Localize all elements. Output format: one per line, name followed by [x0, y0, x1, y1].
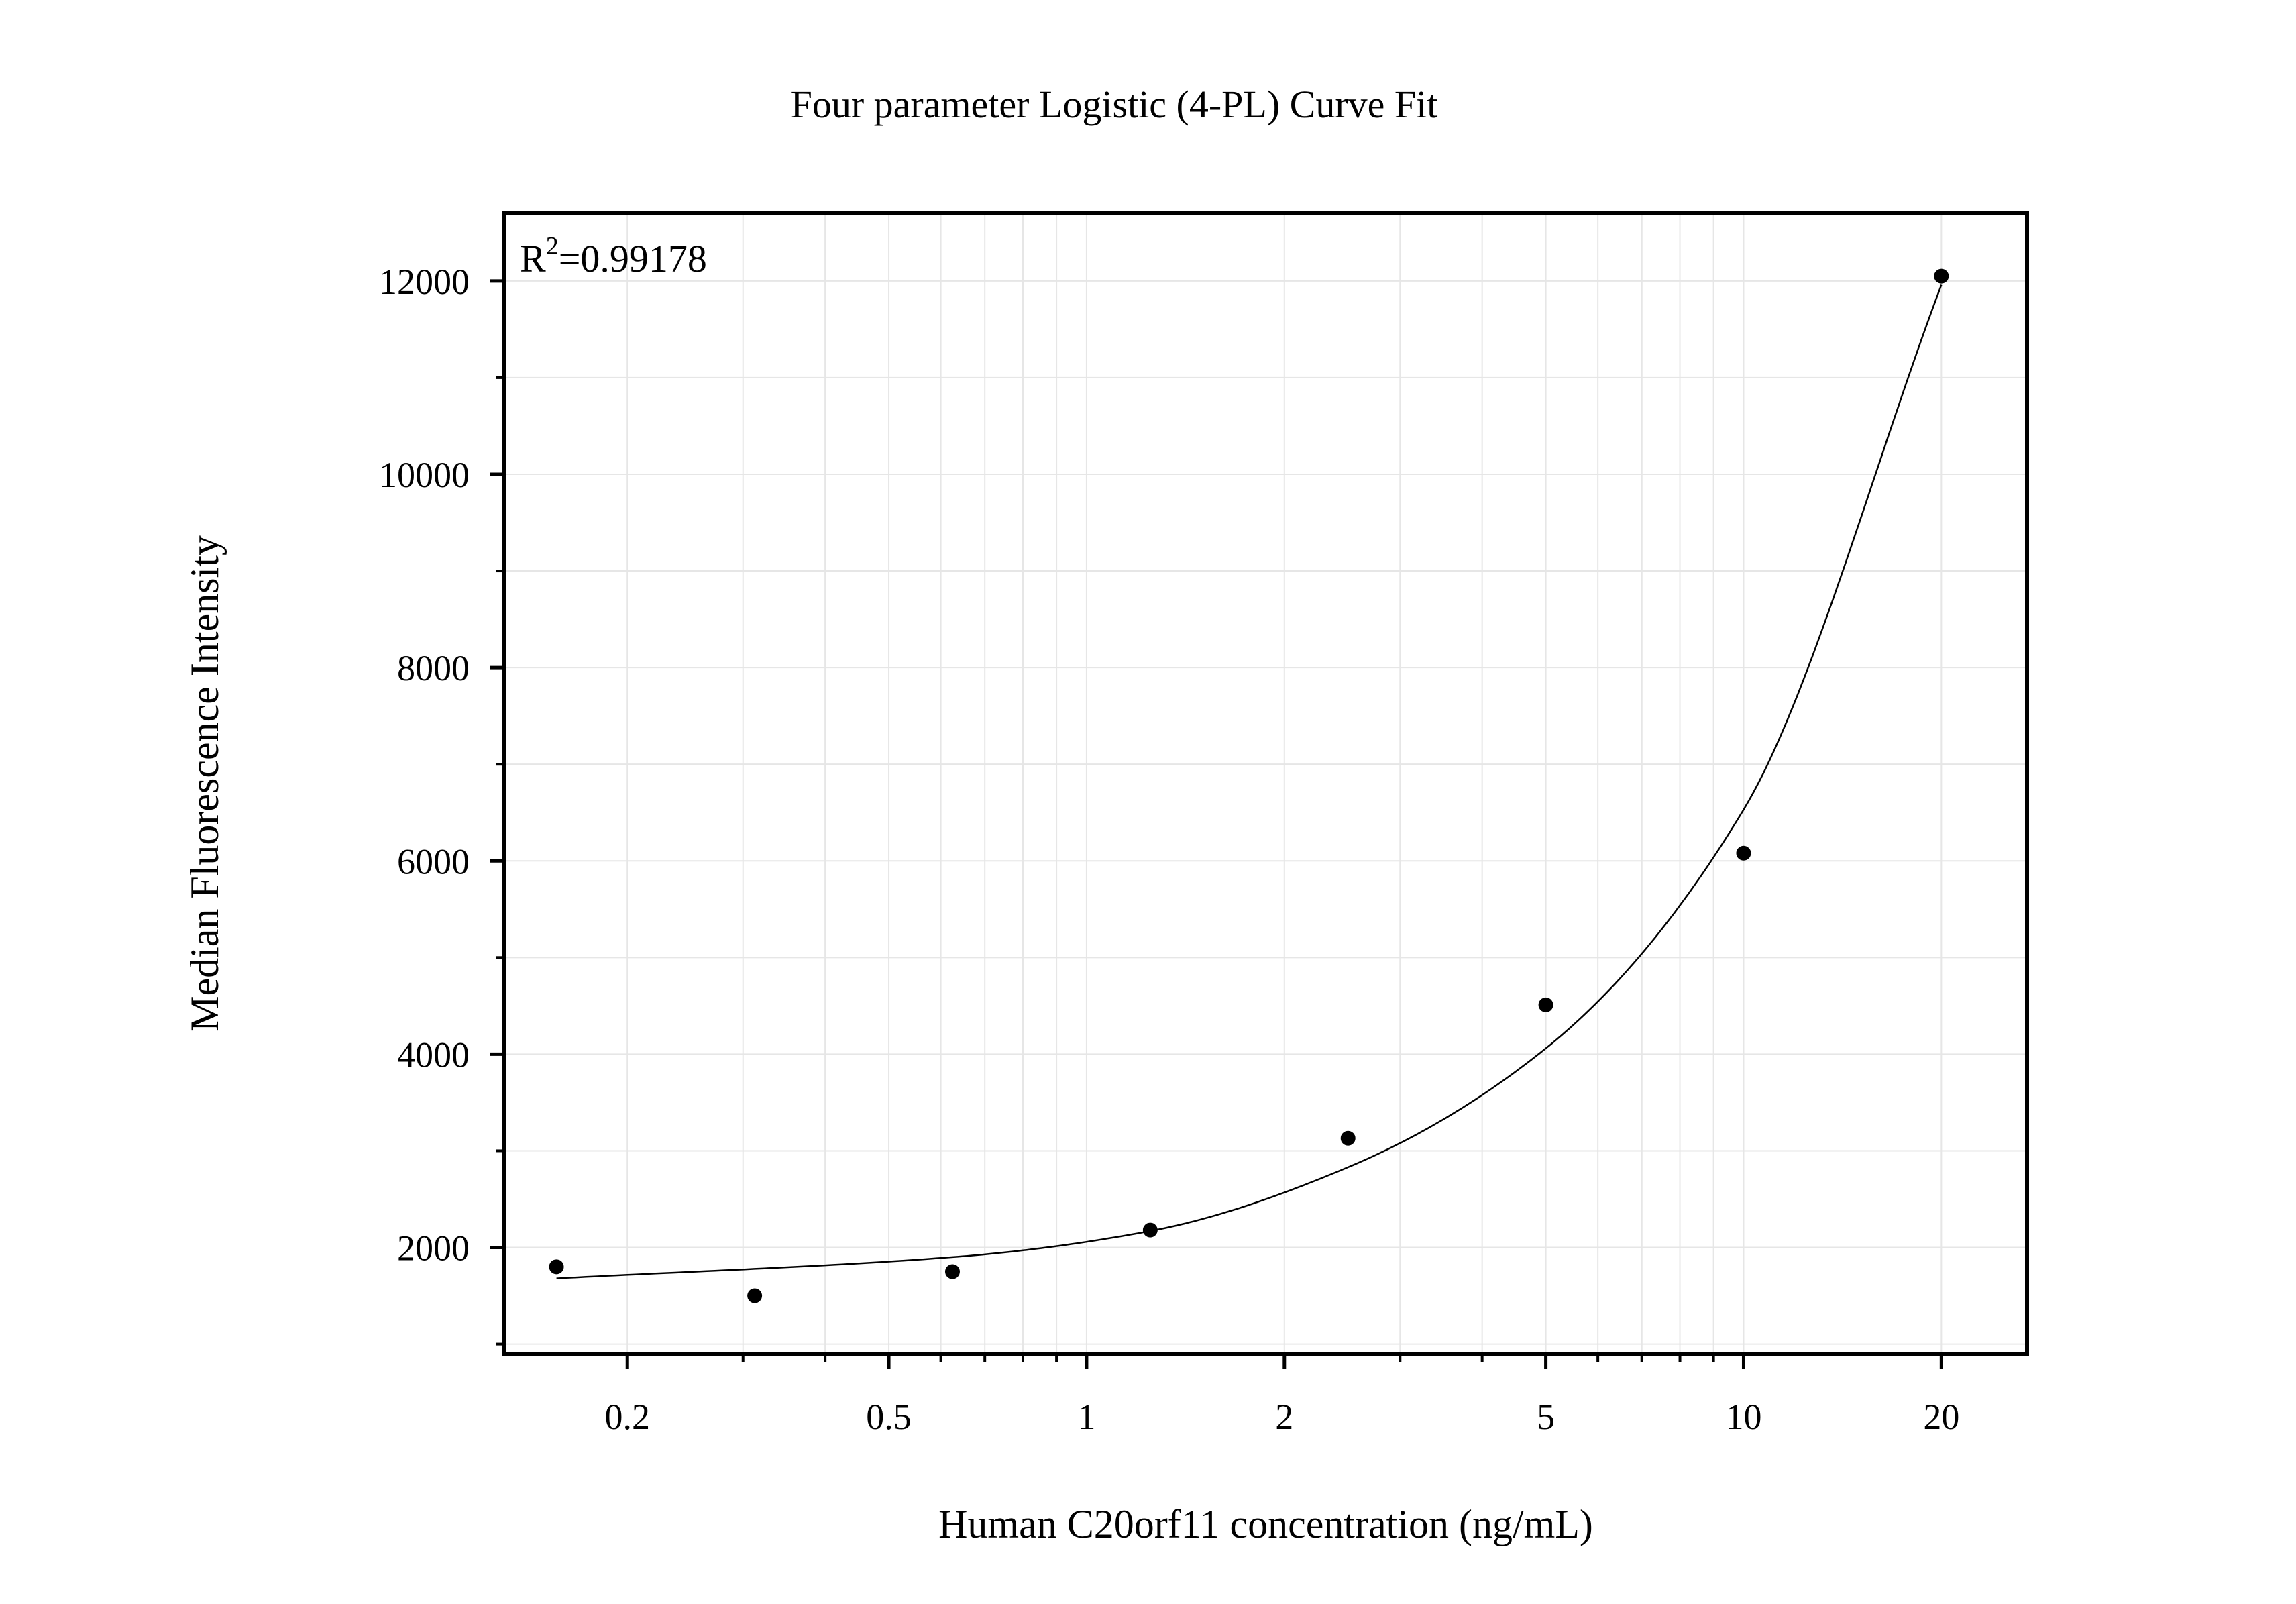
x-tick-label: 0.2 — [605, 1397, 651, 1437]
data-point — [1934, 268, 1949, 284]
data-point — [549, 1259, 564, 1275]
r-squared-value: =0.99178 — [559, 237, 707, 280]
plot-frame — [502, 211, 2029, 1356]
r-squared-sup: 2 — [546, 232, 559, 260]
y-tick-label: 8000 — [397, 648, 470, 688]
data-points — [549, 268, 1949, 1303]
y-tick-label: 12000 — [379, 262, 470, 302]
data-point — [1538, 997, 1553, 1012]
x-tick-label: 0.5 — [866, 1397, 912, 1437]
y-tick-label: 4000 — [397, 1034, 470, 1075]
x-tick-labels: 0.2 0.5 1 2 5 10 20 — [605, 1397, 1960, 1437]
gridlines — [504, 213, 2027, 1354]
x-tick-label: 20 — [1923, 1397, 1959, 1437]
data-point — [1736, 845, 1751, 861]
x-tick-label: 2 — [1275, 1397, 1293, 1437]
data-point — [1142, 1222, 1158, 1238]
chart-title: Four parameter Logistic (4-PL) Curve Fit — [791, 83, 1438, 126]
x-tick-label: 10 — [1725, 1397, 1761, 1437]
fit-curve — [556, 284, 1943, 1279]
major-ticks — [490, 279, 1943, 1369]
y-tick-labels: 2000 4000 6000 8000 10000 12000 — [379, 262, 470, 1269]
x-tick-label: 5 — [1537, 1397, 1555, 1437]
y-tick-label: 2000 — [397, 1228, 470, 1269]
r-squared-base: R — [520, 237, 546, 280]
y-tick-label: 10000 — [379, 455, 470, 495]
data-point — [1340, 1130, 1356, 1146]
x-tick-label: 1 — [1077, 1397, 1095, 1437]
y-axis-label: Median Fluorescence Intensity — [182, 535, 227, 1032]
x-axis-label: Human C20orf11 concentration (ng/mL) — [938, 1502, 1593, 1546]
minor-ticks — [496, 376, 1715, 1362]
data-point — [944, 1264, 960, 1279]
data-point — [747, 1288, 763, 1303]
y-tick-label: 6000 — [397, 841, 470, 881]
r-squared-annotation: R2=0.99178 — [520, 232, 707, 280]
